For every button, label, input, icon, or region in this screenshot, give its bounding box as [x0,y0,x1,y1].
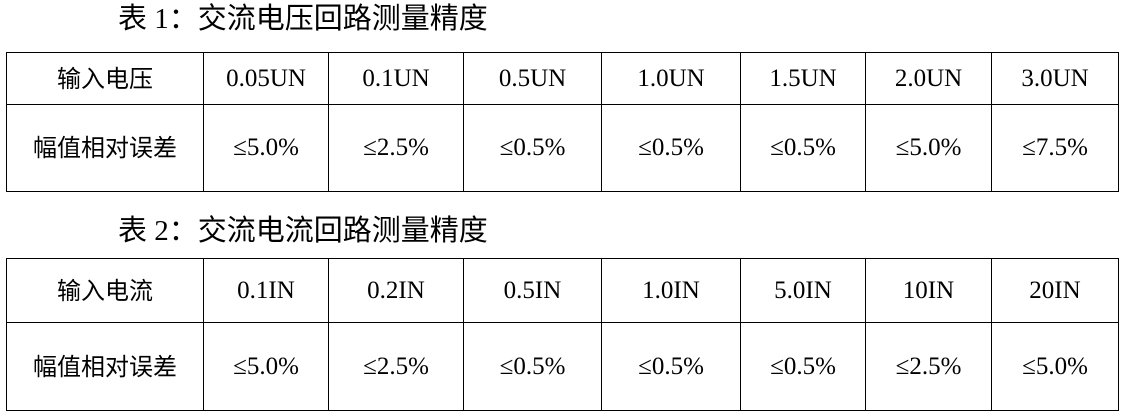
table-title: 表 2：交流电流回路测量精度 [118,215,488,247]
header-cell: 20IN [991,258,1119,323]
header-cell: 0.5UN [463,52,602,105]
value-cell: ≤5.0% [991,322,1119,411]
header-row: 输入电压 0.05UN 0.1UN 0.5UN 1.0UN 1.5UN 2.0UN 3.0UN [6,52,1119,105]
value-cell: ≤7.5% [991,104,1119,192]
header-cell: 1.0UN [601,52,741,105]
header-label: 输入电流 [6,258,204,323]
value-cell: ≤5.0% [865,104,992,192]
row-label: 幅值相对误差 [6,104,204,192]
header-cell: 0.1UN [328,52,464,105]
value-row: 幅值相对误差 ≤5.0% ≤2.5% ≤0.5% ≤0.5% ≤0.5% ≤5.0% ≤7.5… [6,104,1119,192]
header-cell: 1.5UN [740,52,866,105]
header-cell: 2.0UN [865,52,992,105]
header-cell: 10IN [865,258,992,323]
value-cell: ≤2.5% [328,104,464,192]
value-cell: ≤2.5% [865,322,992,411]
header-cell: 5.0IN [740,258,866,323]
accuracy-table: 输入电流 0.1IN 0.2IN 0.5IN 1.0IN 5.0IN 10IN 20IN 幅值相… [6,258,1119,411]
value-cell: ≤0.5% [463,322,602,411]
value-cell: ≤5.0% [203,322,329,411]
header-cell: 1.0IN [601,258,741,323]
header-cell: 3.0UN [991,52,1119,105]
value-cell: ≤2.5% [328,322,464,411]
header-cell: 0.2IN [328,258,464,323]
header-cell: 0.05UN [203,52,329,105]
header-row: 输入电流 0.1IN 0.2IN 0.5IN 1.0IN 5.0IN 10IN 20IN [6,258,1119,323]
value-cell: ≤5.0% [203,104,329,192]
header-label: 输入电压 [6,52,204,105]
value-cell: ≤0.5% [740,104,866,192]
header-cell: 0.5IN [463,258,602,323]
table-title: 表 1：交流电压回路测量精度 [118,3,488,35]
value-cell: ≤0.5% [463,104,602,192]
value-row: 幅值相对误差 ≤5.0% ≤2.5% ≤0.5% ≤0.5% ≤0.5% ≤2.5% ≤5.0… [6,322,1119,411]
value-cell: ≤0.5% [601,104,741,192]
value-cell: ≤0.5% [740,322,866,411]
row-label: 幅值相对误差 [6,322,204,411]
header-cell: 0.1IN [203,258,329,323]
accuracy-table: 输入电压 0.05UN 0.1UN 0.5UN 1.0UN 1.5UN 2.0UN 3.0UN… [6,52,1119,192]
value-cell: ≤0.5% [601,322,741,411]
